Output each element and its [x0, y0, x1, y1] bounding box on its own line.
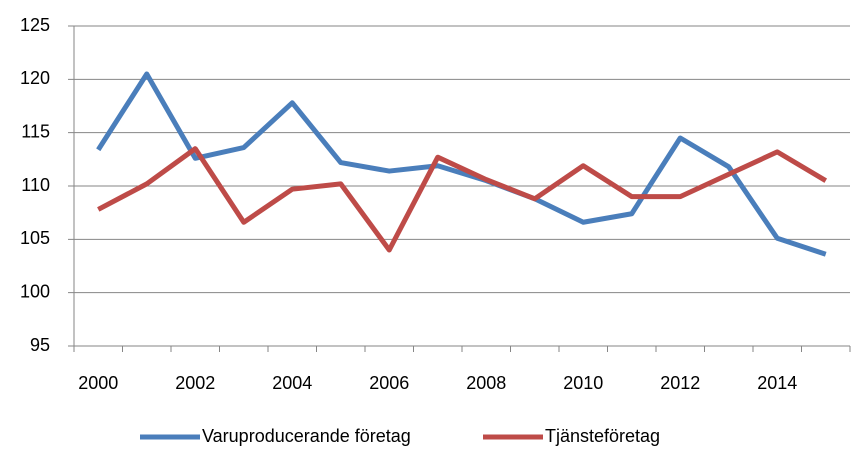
y-tick-label: 125 — [20, 15, 50, 35]
x-tick-label: 2000 — [78, 373, 118, 393]
x-tick-label: 2006 — [369, 373, 409, 393]
x-tick-label: 2012 — [660, 373, 700, 393]
y-tick-label: 110 — [21, 175, 50, 195]
x-tick-label: 2004 — [272, 373, 312, 393]
x-tick-label: 2008 — [466, 373, 506, 393]
x-tick-label: 2002 — [175, 373, 215, 393]
y-tick-label: 120 — [20, 68, 50, 88]
legend-label: Tjänsteföretag — [545, 426, 660, 446]
y-tick-label: 105 — [20, 228, 50, 248]
legend-label: Varuproducerande företag — [202, 426, 411, 446]
y-tick-label: 95 — [30, 335, 50, 355]
y-tick-label: 115 — [21, 121, 50, 141]
y-tick-label: 100 — [20, 281, 50, 301]
line-series — [97, 146, 828, 253]
x-tick-label: 2014 — [757, 373, 797, 393]
line-series — [96, 71, 827, 257]
x-tick-label: 2010 — [563, 373, 603, 393]
